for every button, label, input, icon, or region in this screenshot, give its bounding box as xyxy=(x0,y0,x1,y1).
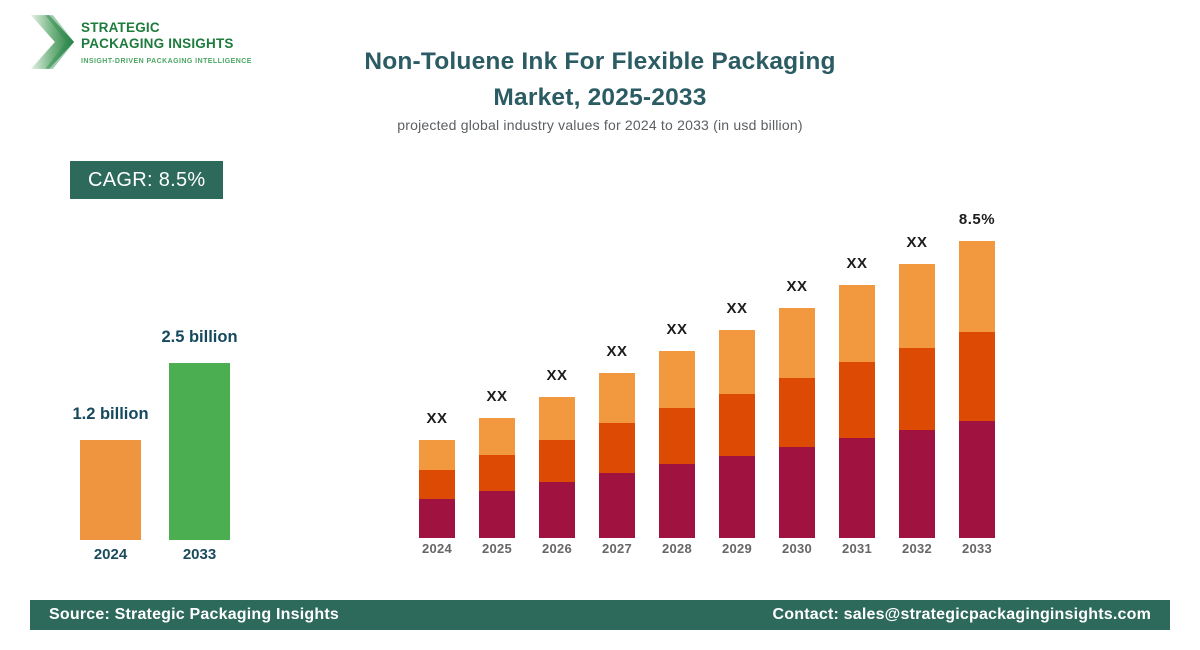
brand-name-line1: STRATEGIC xyxy=(81,20,160,35)
middle-segment-2028 xyxy=(659,408,695,464)
mini-bar-2033 xyxy=(169,363,230,540)
bottom-segment-2026 xyxy=(539,482,575,538)
top-segment-2030 xyxy=(779,308,815,378)
stacked-year-label: 2029 xyxy=(721,541,753,556)
bar-value-label: 8.5% xyxy=(958,211,996,228)
stacked-bar-column-2032: XX xyxy=(887,198,947,538)
stacked-year-label: 2030 xyxy=(781,541,813,556)
brand-text: STRATEGIC PACKAGING INSIGHTS INSIGHT-DRI… xyxy=(81,14,252,65)
middle-segment-2033 xyxy=(959,332,995,421)
top-segment-2026 xyxy=(539,397,575,440)
mini-bar-2024 xyxy=(80,440,141,540)
top-segment-2031 xyxy=(839,285,875,362)
bar-value-label: XX xyxy=(666,321,688,338)
footer-contact: Contact: sales@strategicpackaginginsight… xyxy=(772,606,1151,623)
stacked-year-label: 2025 xyxy=(481,541,513,556)
bar-value-label: XX xyxy=(846,255,868,272)
top-segment-2029 xyxy=(719,330,755,394)
stacked-bar-column-2024: XX xyxy=(407,198,467,538)
bar-value-label: XX xyxy=(906,234,928,251)
top-segment-2032 xyxy=(899,264,935,348)
page-title: Non-Toluene Ink For Flexible Packaging M… xyxy=(0,44,1200,116)
bar-value-label: XX xyxy=(726,300,748,317)
bar-value-label: XX xyxy=(786,278,808,295)
stacked-year-label: 2026 xyxy=(541,541,573,556)
bar-value-label: XX xyxy=(486,388,508,405)
bottom-segment-2028 xyxy=(659,464,695,538)
brand-name-line2: PACKAGING INSIGHTS xyxy=(81,35,234,51)
stacked-year-label: 2032 xyxy=(901,541,933,556)
mini-bar-column-2033: 2.5 billion xyxy=(161,328,238,540)
middle-segment-2030 xyxy=(779,378,815,447)
brand-tagline: INSIGHT-DRIVEN PACKAGING INTELLIGENCE xyxy=(81,58,252,65)
stacked-year-label: 2033 xyxy=(961,541,993,556)
stacked-year-label: 2028 xyxy=(661,541,693,556)
bar-value-label: XX xyxy=(426,410,448,427)
top-segment-2025 xyxy=(479,418,515,455)
mini-bar-column-2024: 1.2 billion xyxy=(72,328,149,540)
summary-chart-years: 2024 2033 xyxy=(80,546,230,563)
summary-chart-bars: 1.2 billion 2.5 billion xyxy=(72,328,238,540)
mini-bar-value-label: 2.5 billion xyxy=(161,328,238,346)
mini-year-label: 2033 xyxy=(182,546,217,563)
bottom-segment-2027 xyxy=(599,473,635,538)
stacked-bar-column-2025: XX xyxy=(467,198,527,538)
bar-value-label: XX xyxy=(546,367,568,384)
bottom-segment-2031 xyxy=(839,438,875,538)
bottom-segment-2029 xyxy=(719,456,755,538)
top-segment-2033 xyxy=(959,241,995,332)
bar-value-label: XX xyxy=(606,343,628,360)
middle-segment-2027 xyxy=(599,423,635,473)
middle-segment-2026 xyxy=(539,440,575,482)
brand-logo: STRATEGIC PACKAGING INSIGHTS INSIGHT-DRI… xyxy=(29,14,252,70)
middle-segment-2031 xyxy=(839,362,875,438)
top-segment-2028 xyxy=(659,351,695,408)
stacked-bar-column-2031: XX xyxy=(827,198,887,538)
stacked-bar-column-2030: XX xyxy=(767,198,827,538)
footer-source: Source: Strategic Packaging Insights xyxy=(49,606,339,623)
stacked-bar-column-2026: XX xyxy=(527,198,587,538)
footer-bar: Source: Strategic Packaging Insights Con… xyxy=(30,600,1170,630)
stacked-year-label: 2031 xyxy=(841,541,873,556)
stacked-bar-column-2029: XX xyxy=(707,198,767,538)
cagr-badge: CAGR: 8.5% xyxy=(70,161,224,199)
bottom-segment-2030 xyxy=(779,447,815,538)
stacked-bar-column-2033: 8.5% xyxy=(947,198,1007,538)
stacked-year-label: 2027 xyxy=(601,541,633,556)
stacked-bar-column-2027: XX xyxy=(587,198,647,538)
mini-year-label: 2024 xyxy=(93,546,128,563)
bottom-segment-2033 xyxy=(959,421,995,538)
stacked-year-label: 2024 xyxy=(421,541,453,556)
bottom-segment-2032 xyxy=(899,430,935,538)
middle-segment-2029 xyxy=(719,394,755,456)
double-chevron-right-icon xyxy=(30,15,75,69)
middle-segment-2032 xyxy=(899,348,935,430)
mini-bar-value-label: 1.2 billion xyxy=(72,405,149,423)
bottom-segment-2024 xyxy=(419,499,455,538)
page-title-line2: Market, 2025-2033 xyxy=(493,84,707,111)
middle-segment-2025 xyxy=(479,455,515,491)
middle-segment-2024 xyxy=(419,470,455,499)
page-subtitle: projected global industry values for 202… xyxy=(397,117,803,133)
bottom-segment-2025 xyxy=(479,491,515,538)
page-title-line1: Non-Toluene Ink For Flexible Packaging xyxy=(364,48,836,75)
top-segment-2027 xyxy=(599,373,635,423)
projection-chart-years: 2024 2025 2026 2027 2028 2029 2030 2031 2032 2033 xyxy=(407,541,1007,556)
projection-chart-bars: XX XX XX XX XX XX XX XX XX 8.5% xyxy=(407,198,1007,538)
stacked-bar-column-2028: XX xyxy=(647,198,707,538)
top-segment-2024 xyxy=(419,440,455,470)
